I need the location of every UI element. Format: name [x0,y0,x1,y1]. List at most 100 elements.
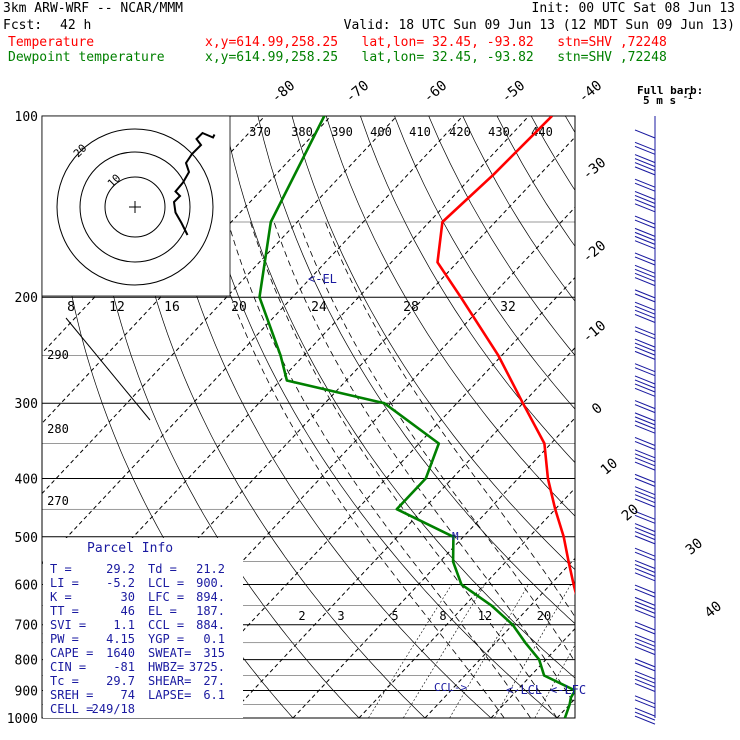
theta-label: 390 [331,125,353,139]
theta-label: 380 [291,125,313,139]
isobars [41,115,576,719]
wind-barb [634,166,656,176]
parcel-info-title: Parcel Info [87,541,173,556]
parcel-field-value: 3725. [189,660,225,674]
parcel-field-label: SWEAT= [148,646,191,660]
dewpoint-legend-label: Dewpoint temperature [8,50,165,65]
theta-side-label: 280 [47,422,69,436]
wind-barb [634,514,656,524]
parcel-field-label: Td = [148,562,177,576]
wind-barb [634,490,656,500]
theta-side-label: 270 [47,494,69,508]
wind-barb [634,231,656,241]
dry-adiabat [496,116,575,247]
speed-axis-label: 28 [403,300,419,315]
moist-adiabat [298,221,575,663]
wind-barb [634,240,656,250]
moist-adiabat [324,221,575,618]
lfc-marker: <-LFC [550,683,586,697]
wind-barb [634,182,656,192]
parcel-field-label: K = [50,590,72,604]
isotherm-label: 30 [683,535,706,558]
isotherm-line [490,627,575,718]
parcel-field-value: 884. [196,618,225,632]
pressure-tick-label: 100 [15,110,38,125]
hodograph-ring [56,128,214,286]
parcel-field-value: -5.2 [106,576,135,590]
parcel-field-label: T = [50,562,72,576]
wind-barb [634,256,656,266]
level-markers: <-EL <-LCL <-LFC CCL-> M Full barb:5 m s -1 [308,84,703,697]
moist-adiabat [250,221,558,718]
parcel-field-label: PW = [50,632,79,646]
wind-barb [634,301,656,311]
wind-barb [634,584,656,594]
parcel-field-value: 6.1 [203,688,225,702]
temperature-legend-label: Temperature [8,35,95,50]
el-marker: <-EL [308,272,337,286]
wind-barb [634,277,656,287]
parcel-panel-bg [43,538,243,718]
parcel-field-value: 74 [121,688,135,702]
wind-barb [634,637,656,647]
mixing-ratio-label: 2 [298,609,305,623]
parcel-field-label: LI = [50,576,79,590]
wind-barb [634,609,656,619]
wind-barb [634,662,656,672]
dry-adiabat [360,116,575,464]
parcel-field-value: 0.1 [203,632,225,646]
wind-barb [634,387,656,397]
isotherm-line [160,276,575,718]
dry-adiabat [702,116,740,718]
dewpoint-location-info: x,y=614.99,258.25 lat,lon= 32.45, -93.82… [205,50,667,65]
isotherm-line [226,347,575,718]
barb-legend-value: 5 m s [643,94,676,107]
isotherm-label: 10 [598,455,621,478]
wind-barb [634,658,656,668]
pressure-tick-label: 600 [15,578,38,593]
isotherm-line [42,116,398,495]
wind-barb [634,219,656,229]
mixing-ratio-label: 12 [478,609,492,623]
wind-barb [634,367,656,377]
isotherm-label: -20 [580,238,610,267]
wind-barb [634,678,656,688]
wind-barb [634,252,656,262]
mixing-ratio-line [403,584,486,718]
wind-barb [634,477,656,487]
wind-barb [634,564,656,573]
parcel-field-label: SHEAR= [148,674,191,688]
barb-legend-title: Full barb: [637,84,703,97]
wind-barb [634,646,656,656]
pressure-tick-label: 200 [15,291,38,306]
speed-axis-label: 8 [67,300,75,315]
wind-barb [634,424,656,434]
speed-axis-label: 24 [311,300,327,315]
moist-adiabat [227,221,531,718]
pressure-tick-label: 1000 [7,712,38,727]
wind-barb [634,633,656,643]
speed-axis-label: 16 [164,300,180,315]
speed-axis-label: 20 [231,300,247,315]
wind-barb [634,449,656,459]
wind-barb [634,699,656,709]
wind-barb [634,531,656,541]
wind-barb [634,568,656,577]
wind-barb [634,510,656,520]
barb-legend-superscript: -1 [683,92,693,101]
parcel-field-value: 4.15 [106,632,135,646]
isotherm-line [94,206,575,718]
theta-label: 430 [488,125,510,139]
dry-adiabat [600,116,740,718]
parcel-field-label: CAPE = [50,646,93,660]
wind-barbs [634,116,656,725]
parcel-field-label: CCL = [148,618,184,632]
wind-barb [634,314,656,323]
pressure-tick-label: 500 [15,531,38,546]
wind-barb [634,293,656,303]
mixing-ratio-label: 8 [439,609,446,623]
model-title: 3km ARW-WRF -- NCAR/MMM [3,1,184,16]
wind-barb [634,683,656,692]
